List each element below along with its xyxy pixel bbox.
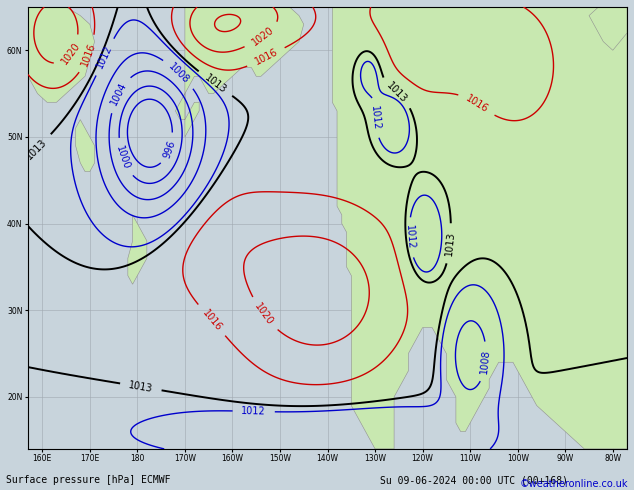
- Polygon shape: [128, 215, 147, 284]
- Text: 1008: 1008: [167, 61, 191, 86]
- Text: 1013: 1013: [128, 380, 154, 394]
- Text: 1013: 1013: [202, 73, 228, 95]
- Text: 996: 996: [162, 139, 178, 159]
- Text: 1013: 1013: [444, 231, 456, 256]
- Text: Su 09-06-2024 00:00 UTC (00+168): Su 09-06-2024 00:00 UTC (00+168): [380, 475, 569, 485]
- Text: 1016: 1016: [464, 93, 490, 115]
- Text: 1020: 1020: [252, 301, 275, 327]
- Text: 1020: 1020: [250, 25, 276, 48]
- Text: 1004: 1004: [108, 81, 129, 107]
- Text: 1000: 1000: [114, 145, 132, 171]
- Text: ©weatheronline.co.uk: ©weatheronline.co.uk: [519, 479, 628, 489]
- Text: 1013: 1013: [384, 80, 409, 105]
- Text: 1012: 1012: [242, 406, 266, 416]
- Text: 1012: 1012: [404, 225, 415, 250]
- Polygon shape: [332, 7, 627, 449]
- Text: Surface pressure [hPa] ECMWF: Surface pressure [hPa] ECMWF: [6, 475, 171, 485]
- Text: 1012: 1012: [95, 44, 115, 70]
- Polygon shape: [589, 7, 627, 50]
- Text: 1013: 1013: [24, 137, 48, 161]
- Text: 1012: 1012: [369, 105, 382, 130]
- Text: 1016: 1016: [80, 41, 98, 68]
- Text: 1016: 1016: [253, 47, 279, 67]
- Text: 1020: 1020: [60, 41, 82, 66]
- Text: 1016: 1016: [200, 308, 223, 333]
- Text: 1008: 1008: [479, 349, 492, 374]
- Polygon shape: [28, 7, 94, 102]
- Polygon shape: [75, 120, 94, 172]
- Polygon shape: [176, 7, 304, 137]
